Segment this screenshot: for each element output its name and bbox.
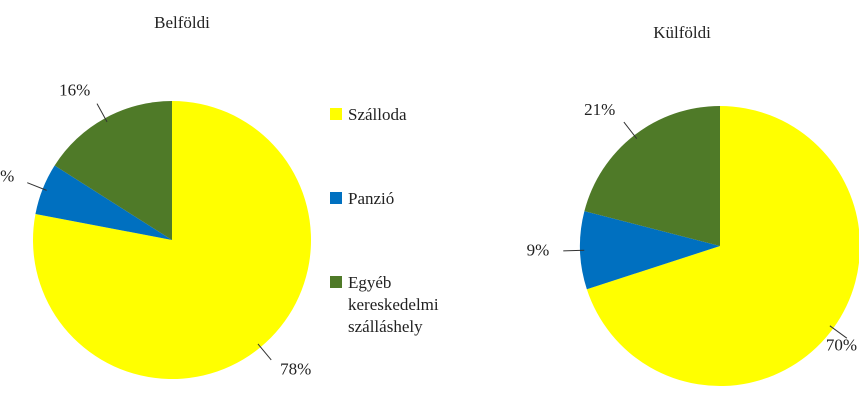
chart-title: Belföldi [154,13,210,32]
pie-slice [54,101,172,240]
pie-slice [35,165,173,240]
legend-swatch [330,276,342,288]
data-label: 16% [59,80,90,99]
legend-label: Egyéb kereskedelmi szálláshely [348,273,439,336]
pie-slice [33,101,312,379]
leader-line [27,182,47,191]
data-label: 9% [527,240,550,259]
pie-slice [584,106,720,246]
legend-swatch [330,192,342,204]
leader-line [623,121,638,140]
legend-label: Szálloda [348,105,407,124]
data-label: 21% [584,100,615,119]
leader-line [829,325,848,339]
pie-slice [586,106,859,386]
data-label: 6% [0,166,14,185]
leader-line [563,249,585,252]
legend: Szálloda Panzió Egyéb kereskedelmi szállás… [330,104,470,400]
legend-item: Panzió [330,188,470,210]
leader-line [257,343,272,361]
pie-slice [580,211,720,290]
legend-swatch [330,108,342,120]
data-label: 70% [826,335,857,354]
leader-line [96,103,108,123]
chart-title: Külföldi [653,23,711,42]
legend-label: Panzió [348,189,395,208]
data-label: 78% [280,360,311,379]
legend-item: Szálloda [330,104,470,126]
legend-item: Egyéb kereskedelmi szálláshely [330,272,470,338]
